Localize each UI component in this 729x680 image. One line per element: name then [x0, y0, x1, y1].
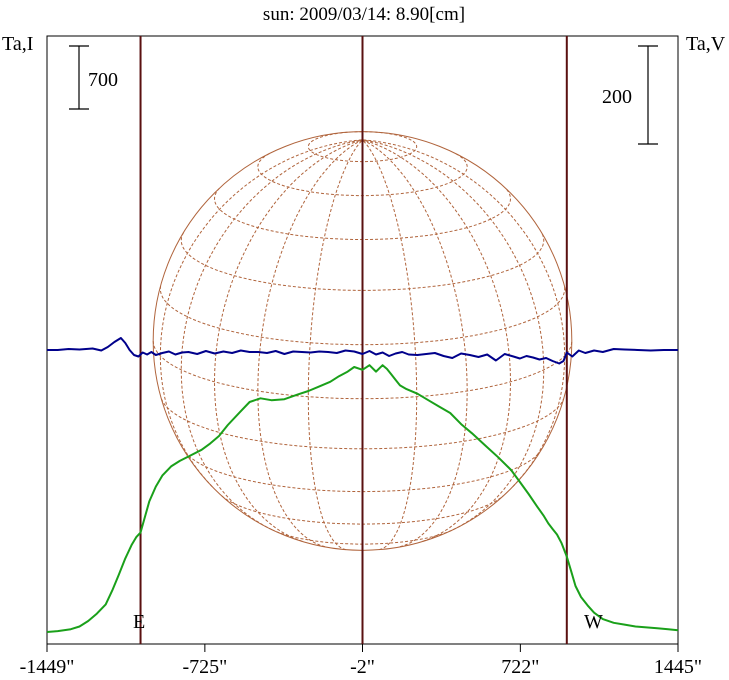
limb-lines — [139, 36, 568, 644]
meridian-line — [180, 139, 363, 531]
west-limb-label: W — [584, 611, 603, 633]
meridian-line — [213, 139, 363, 542]
right-scale-bar-label: 200 — [602, 86, 632, 108]
meridian-line — [257, 139, 363, 548]
stokes-v-line — [47, 337, 678, 365]
meridian-line — [362, 139, 566, 488]
meridian-line — [362, 139, 545, 531]
x-tick-label: 1445" — [654, 656, 702, 678]
meridian-line — [362, 139, 512, 542]
x-tick-label: 722" — [501, 656, 539, 678]
series-layer — [46, 337, 679, 633]
meridian-line — [159, 139, 363, 488]
chart-title: sun: 2009/03/14: 8.90[cm] — [263, 4, 465, 25]
x-tick-label: -1449" — [20, 656, 75, 678]
left-scale-bar: 700 — [69, 45, 118, 110]
x-axis-ticks: -1449" -725" -2" 722" 1445" — [20, 644, 702, 678]
right-scale-bar: 200 — [602, 45, 658, 145]
east-limb-label: E — [133, 611, 145, 633]
stokes-i-line — [46, 364, 679, 633]
parallel-line — [160, 398, 565, 450]
meridian-line — [362, 139, 418, 551]
x-tick-label: -725" — [182, 656, 227, 678]
x-tick-label: -2" — [350, 656, 375, 678]
left-axis-label: Ta,I — [2, 33, 33, 55]
right-axis-label: Ta,V — [686, 33, 726, 55]
meridian-line — [307, 139, 363, 551]
left-scale-bar-label: 700 — [88, 69, 118, 91]
